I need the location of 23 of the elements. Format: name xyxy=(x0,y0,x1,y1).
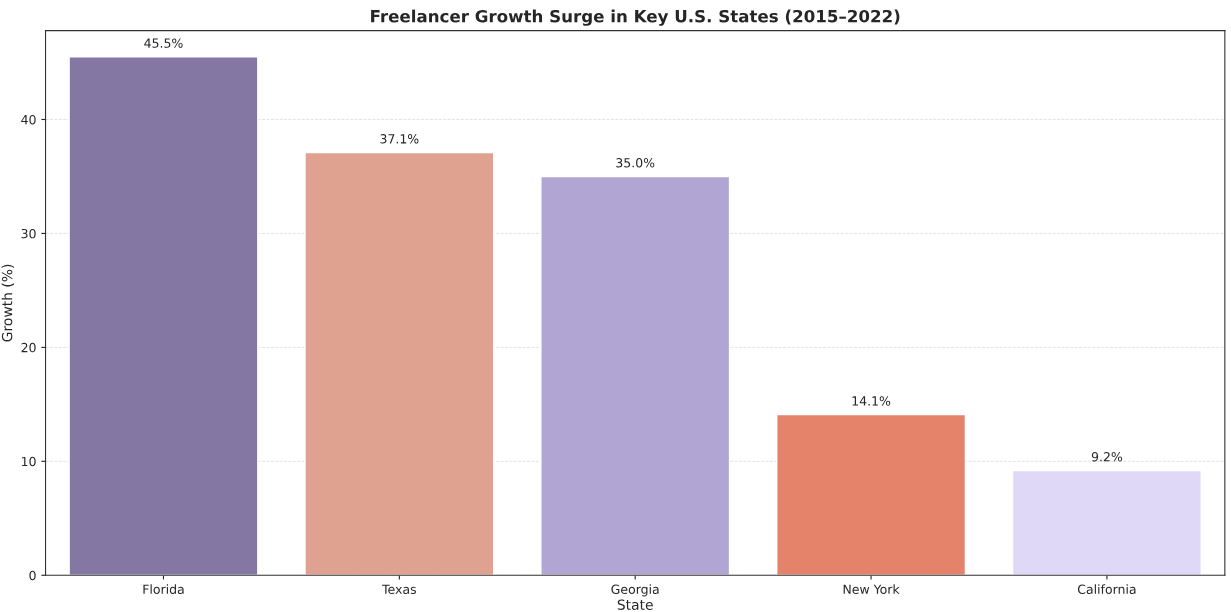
x-axis-title: State xyxy=(617,599,653,610)
data-label: 14.1% xyxy=(852,396,891,406)
x-tick-label: Texas xyxy=(382,584,416,594)
x-tick-label: Georgia xyxy=(611,584,659,597)
y-axis-title: Growth (%) xyxy=(1,264,14,342)
bar xyxy=(540,175,731,576)
x-tick-label: New York xyxy=(843,584,900,594)
bar xyxy=(1011,469,1202,576)
y-tick-label: 20 xyxy=(21,342,36,353)
x-tick-label: Florida xyxy=(143,584,184,594)
data-label: 9.2% xyxy=(1091,452,1123,462)
chart-title: Freelancer Growth Surge in Key U.S. States (2015–2022) xyxy=(371,9,900,26)
y-tick-label: 30 xyxy=(21,228,36,239)
data-label: 45.5% xyxy=(144,38,183,48)
y-tick-label: 0 xyxy=(29,570,36,581)
data-label: 37.1% xyxy=(380,134,419,144)
bar xyxy=(304,151,495,576)
bar xyxy=(68,56,259,576)
bar xyxy=(776,413,967,576)
data-label: 35.0% xyxy=(616,158,655,168)
x-tick-label: California xyxy=(1077,584,1136,594)
y-tick-label: 40 xyxy=(21,114,36,125)
y-tick-label: 10 xyxy=(21,456,36,467)
